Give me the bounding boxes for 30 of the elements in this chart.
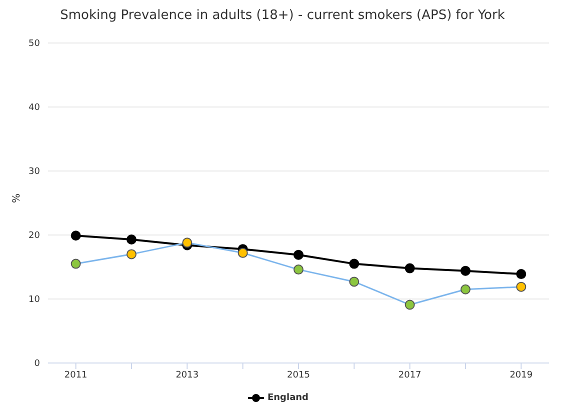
point (182, 238, 192, 248)
point (460, 266, 470, 276)
y-axis-title: % (12, 193, 23, 203)
y-tick-label: 50 (28, 39, 40, 50)
point (516, 282, 526, 292)
x-tick-label: 2011 (64, 370, 88, 380)
point (404, 300, 415, 310)
point (404, 263, 415, 274)
point (238, 248, 248, 258)
legend-label: England (266, 393, 308, 403)
point (126, 234, 136, 244)
point (294, 250, 304, 260)
y-tick-label: 40 (28, 103, 40, 114)
point (460, 284, 470, 294)
y-tick-label: 30 (28, 167, 40, 178)
y-tick-label: 10 (28, 295, 40, 306)
point (126, 249, 136, 260)
y-tick-label: 20 (28, 231, 40, 242)
y-tick-label: 0 (34, 359, 40, 370)
point (349, 276, 360, 287)
x-tick-label: 2017 (398, 370, 422, 380)
point (70, 258, 81, 269)
x-tick-label: 2015 (287, 370, 310, 380)
x-tick-label: 2019 (510, 370, 533, 380)
chart-title: Smoking Prevalence in adults (18+) - current smokers (APS) for York (59, 8, 506, 23)
point (516, 269, 526, 280)
point (294, 264, 304, 275)
x-tick-label: 2013 (176, 370, 199, 380)
point (349, 258, 360, 269)
point (70, 230, 81, 241)
